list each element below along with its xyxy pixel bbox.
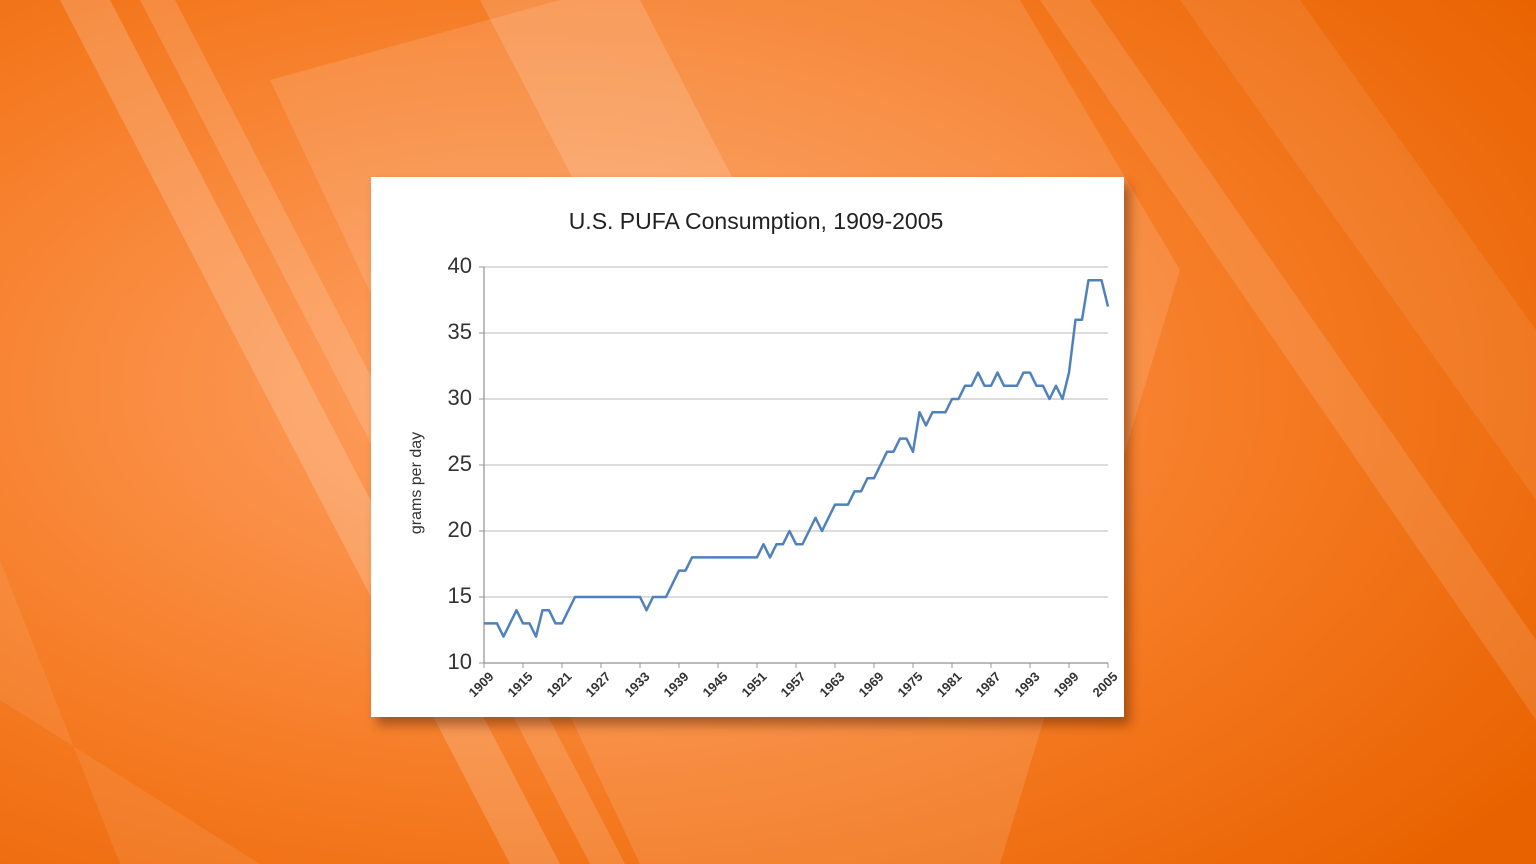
x-tick-label: 1981 [933, 669, 964, 700]
chart-title: U.S. PUFA Consumption, 1909-2005 [569, 208, 944, 234]
x-tick-label: 1987 [972, 669, 1003, 700]
x-tick-label: 1915 [504, 669, 535, 700]
chart-card: U.S. PUFA Consumption, 1909-2005 grams p… [371, 177, 1124, 717]
x-tick-label: 2005 [1089, 669, 1120, 700]
chart: U.S. PUFA Consumption, 1909-2005 grams p… [408, 208, 1120, 700]
y-tick-label: 35 [448, 319, 472, 344]
y-tick-label: 40 [448, 253, 472, 278]
x-tick-label: 1927 [582, 669, 613, 700]
x-tick-label: 1957 [777, 669, 808, 700]
y-tick-label: 25 [448, 451, 472, 476]
x-tick-label: 1975 [894, 669, 925, 700]
x-tick-label: 1951 [738, 669, 769, 700]
data-line [484, 278, 1110, 638]
x-tick-label: 1945 [699, 669, 730, 700]
y-tick-label: 30 [448, 385, 472, 410]
y-axis-label: grams per day [408, 432, 425, 534]
x-tick-label: 1969 [855, 669, 886, 700]
x-tick-label: 1921 [543, 669, 574, 700]
x-tick-label: 1939 [660, 669, 691, 700]
x-tick-label: 1993 [1011, 669, 1042, 700]
x-tick-label: 1999 [1050, 669, 1081, 700]
y-tick-label: 20 [448, 517, 472, 542]
x-tick-label: 1963 [816, 669, 847, 700]
y-tick-label: 10 [448, 649, 472, 674]
y-tick-label: 15 [448, 583, 472, 608]
x-tick-label: 1933 [621, 669, 652, 700]
